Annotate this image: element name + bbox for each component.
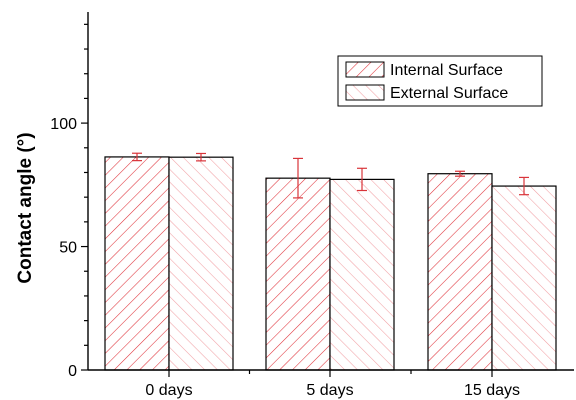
legend-label-external: External Surface	[390, 85, 508, 102]
bar-external-0	[168, 156, 234, 371]
bar-external-2	[491, 185, 557, 371]
bar-internal-1	[265, 177, 331, 371]
legend: Internal Surface External Surface	[337, 55, 543, 107]
bar-external-1	[329, 178, 395, 371]
legend-swatch-internal	[345, 61, 385, 78]
legend-swatch-external	[345, 84, 385, 101]
bar-internal-0	[104, 156, 170, 371]
y-tick-label: 100	[50, 116, 77, 133]
x-tick-label: 15 days	[464, 382, 520, 399]
legend-label-internal: Internal Surface	[390, 62, 503, 79]
bar-internal-2	[427, 173, 493, 371]
error-bars-layer	[132, 152, 529, 199]
y-tick-label: 0	[68, 363, 77, 380]
y-axis-title: Contact angle (°)	[15, 132, 36, 283]
y-tick-label: 50	[59, 240, 77, 257]
axes-layer: 0 50 100 0 days 5 days 15 days	[50, 12, 574, 399]
x-tick-label: 0 days	[145, 382, 192, 399]
bars-layer	[104, 156, 557, 371]
x-tick-label: 5 days	[306, 382, 353, 399]
